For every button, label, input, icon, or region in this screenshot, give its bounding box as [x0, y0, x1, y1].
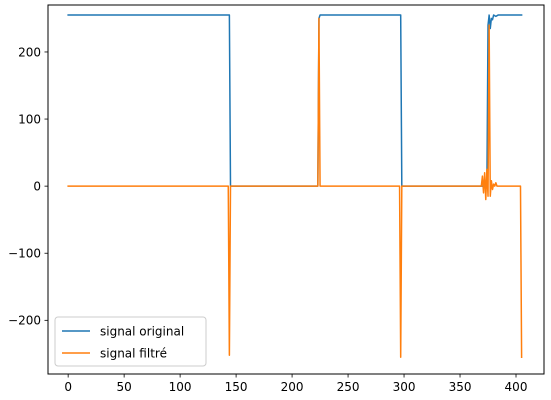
x-tick-label: 0 — [64, 380, 72, 394]
x-tick-label: 300 — [393, 380, 416, 394]
x-axis: 0 50 100 150 200 250 300 350 400 — [64, 374, 527, 394]
legend-label-signal-filtre: signal filtré — [100, 347, 167, 361]
y-tick-label: −100 — [8, 247, 41, 261]
series-line-1 — [67, 17, 523, 358]
series-layer — [67, 14, 523, 358]
y-tick-label: 0 — [33, 179, 41, 193]
plot-frame — [47, 4, 545, 375]
x-tick-label: 350 — [449, 380, 472, 394]
y-axis: −200 −100 0 100 200 — [8, 45, 48, 328]
y-tick-label: −200 — [8, 314, 41, 328]
plot-area — [48, 5, 544, 374]
x-tick-label: 150 — [225, 380, 248, 394]
x-tick-label: 50 — [116, 380, 131, 394]
legend: signal original signal filtré — [54, 316, 207, 367]
y-tick-label: 100 — [18, 112, 41, 126]
x-tick-label: 250 — [337, 380, 360, 394]
legend-label-signal-original: signal original — [100, 325, 184, 339]
y-tick-label: 200 — [18, 45, 41, 59]
x-tick-label: 400 — [505, 380, 528, 394]
x-tick-label: 100 — [169, 380, 192, 394]
x-tick-label: 200 — [281, 380, 304, 394]
legend-box — [54, 316, 207, 367]
